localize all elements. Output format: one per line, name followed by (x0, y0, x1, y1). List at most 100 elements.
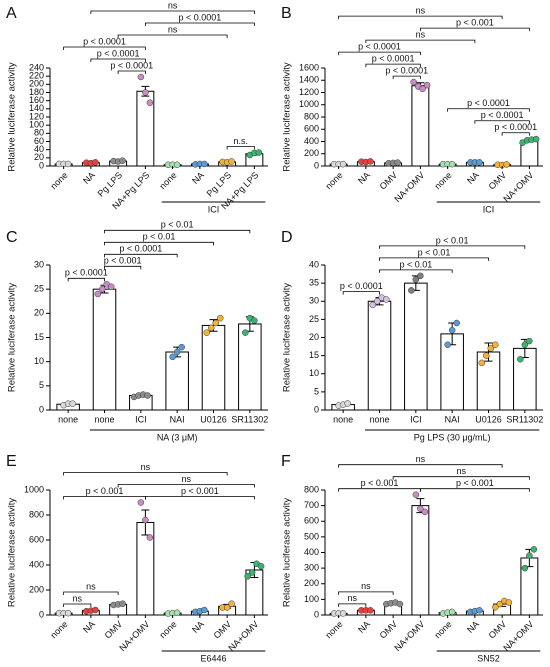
data-point (530, 546, 538, 553)
y-tick-label: 500 (304, 531, 319, 541)
bracket (501, 132, 530, 136)
bar (367, 300, 392, 411)
x-tick-label: NA+OMV (117, 619, 151, 653)
bracket (144, 22, 255, 26)
y-tick-label: 1600 (299, 62, 319, 72)
x-tick-label: none (323, 619, 344, 640)
data-point (257, 563, 265, 570)
data-point (208, 324, 215, 332)
bracket-label: p < 0.0001 (97, 48, 140, 58)
bracket-label: p < 0.0001 (385, 65, 428, 75)
bracket-label: p < 0.001 (361, 478, 399, 488)
data-point (419, 85, 426, 93)
data-point (339, 160, 347, 168)
bracket-label: ns (86, 581, 96, 591)
data-point (526, 552, 533, 559)
y-tick-label: 800 (304, 484, 319, 494)
x-tick-label: NA (81, 170, 97, 186)
data-point (505, 599, 513, 606)
bracket-label: ns (141, 462, 151, 472)
bracket-label: ns (416, 29, 426, 39)
data-point (448, 160, 456, 168)
bracket-label: p < 0.001 (104, 256, 142, 266)
data-point (119, 600, 126, 607)
panel-letter: F (281, 453, 291, 470)
data-point (394, 159, 401, 166)
bracket-label: p < 0.001 (86, 486, 124, 496)
y-tick-label: 0 (314, 609, 319, 619)
bracket (104, 265, 142, 270)
y-tick-label: 140 (29, 103, 44, 113)
data-point (92, 159, 99, 166)
y-tick-label: 15 (309, 350, 319, 360)
bracket (144, 496, 255, 500)
x-tick-label: NAI (445, 414, 460, 424)
bracket (117, 484, 255, 488)
y-tick-label: 300 (304, 563, 319, 573)
bracket-label: p < 0.001 (456, 17, 494, 27)
y-tick-label: 25 (34, 284, 44, 294)
bracket-label: ns (181, 474, 191, 484)
data-point (383, 296, 390, 303)
bracket-label: p < 0.01 (418, 247, 451, 257)
y-axis-label: Relative luciferase activity (7, 498, 18, 608)
x-tick-label: NA+OMV (501, 170, 535, 204)
bracket-label: ns (416, 454, 426, 464)
y-tick-label: 120 (29, 111, 44, 121)
y-tick-label: 15 (34, 332, 44, 342)
bracket (63, 496, 146, 500)
data-point (417, 272, 424, 280)
x-tick-label: none (94, 414, 114, 424)
bracket (226, 146, 255, 150)
bracket-label: ns (72, 593, 82, 603)
bar (165, 351, 189, 411)
bracket (104, 253, 178, 258)
bracket-label: ns (416, 5, 426, 15)
data-point (492, 341, 499, 348)
data-point (137, 499, 145, 506)
data-point (521, 564, 529, 572)
bracket (392, 75, 421, 80)
y-axis-label: Relative luciferase activity (7, 62, 18, 172)
data-point (92, 606, 99, 614)
data-point (521, 341, 529, 348)
data-point (146, 99, 154, 106)
y-tick-label: 1000 (24, 484, 44, 494)
group-label: NA (3 μM) (157, 432, 198, 442)
y-tick-label: 200 (304, 148, 319, 158)
x-tick-label: NA (465, 170, 481, 186)
data-point (453, 319, 460, 327)
bracket-label: ns (168, 0, 178, 10)
y-tick-label: 240 (29, 62, 44, 72)
y-tick-label: 20 (34, 308, 44, 318)
data-point (228, 158, 235, 165)
y-tick-label: 600 (304, 124, 319, 134)
data-point (367, 607, 374, 614)
data-point (173, 348, 181, 356)
bracket-label: p < 0.0001 (358, 41, 401, 51)
panel-letter: A (6, 5, 17, 22)
x-tick-label: none (432, 170, 453, 191)
bracket (419, 488, 530, 492)
bracket (117, 34, 228, 38)
x-tick-label: none (58, 414, 78, 424)
bar (238, 323, 262, 411)
y-tick-label: 60 (34, 136, 44, 146)
bracket (90, 10, 255, 14)
bracket (447, 108, 530, 112)
x-tick-label: NAI (170, 414, 185, 424)
x-tick-label: NA+OMV (392, 170, 426, 204)
y-tick-label: 30 (34, 259, 44, 269)
y-tick-label: 1200 (299, 87, 319, 97)
bracket-label: ns (347, 593, 357, 603)
y-tick-label: 80 (34, 128, 44, 138)
data-point (503, 161, 510, 168)
bracket (67, 277, 105, 282)
y-tick-label: 10 (34, 356, 44, 366)
bracket (365, 39, 476, 44)
data-point (476, 607, 483, 614)
data-point (94, 290, 101, 298)
data-point (142, 516, 149, 524)
x-tick-label: U0126 (475, 414, 502, 424)
